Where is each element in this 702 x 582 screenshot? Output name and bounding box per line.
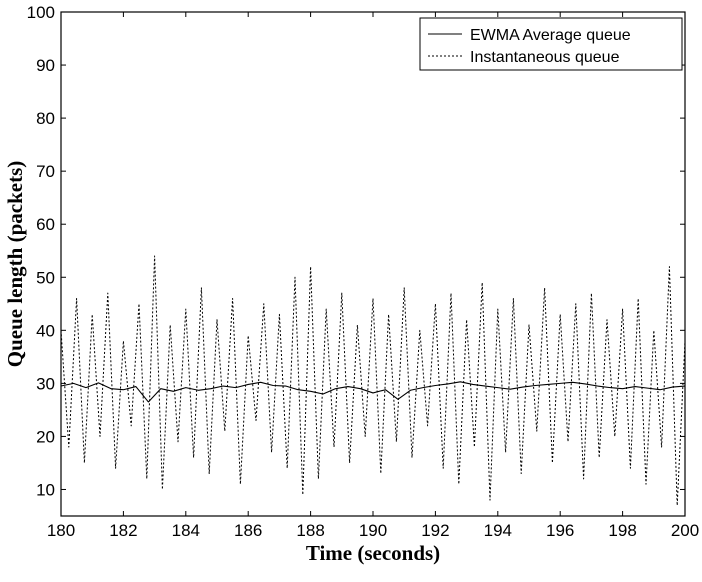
x-tick-label: 194: [484, 521, 512, 540]
ticks-layer: [60, 11, 686, 516]
y-axis-title: Queue length (packets): [3, 161, 27, 368]
tick-label-layer: 180 182 184 186 188 190 192 194 196 198 200 10 20 30 4…: [27, 3, 700, 540]
legend-label-instantaneous: Instantaneous queue: [470, 49, 620, 66]
x-tick-label: 180: [47, 521, 75, 540]
y-tick-label: 80: [36, 109, 55, 128]
x-tick-label: 188: [296, 521, 324, 540]
legend: EWMA Average queue Instantaneous queue: [419, 17, 683, 71]
y-tick-label: 40: [36, 321, 55, 340]
x-tick-label: 196: [546, 521, 574, 540]
series-line-instantaneous: [60, 255, 686, 506]
series-layer: [60, 255, 686, 506]
legend-box: [419, 17, 683, 71]
y-tick-label: 20: [36, 427, 55, 446]
x-tick-label: 200: [671, 521, 699, 540]
y-tick-label: 90: [36, 56, 55, 75]
series-line-ewma: [60, 381, 686, 403]
legend-label-ewma: EWMA Average queue: [470, 27, 631, 44]
x-axis-title: Time (seconds): [306, 541, 440, 565]
x-tick-label: 184: [172, 521, 200, 540]
y-tick-label: 60: [36, 215, 55, 234]
y-tick-label: 70: [36, 162, 55, 181]
y-tick-label: 30: [36, 374, 55, 393]
x-tick-label: 192: [421, 521, 449, 540]
x-tick-label: 190: [359, 521, 387, 540]
y-tick-label: 100: [27, 3, 55, 22]
y-tick-label: 10: [36, 480, 55, 499]
x-tick-label: 198: [608, 521, 636, 540]
x-tick-label: 182: [109, 521, 137, 540]
y-tick-label: 50: [36, 268, 55, 287]
x-tick-label: 186: [234, 521, 262, 540]
